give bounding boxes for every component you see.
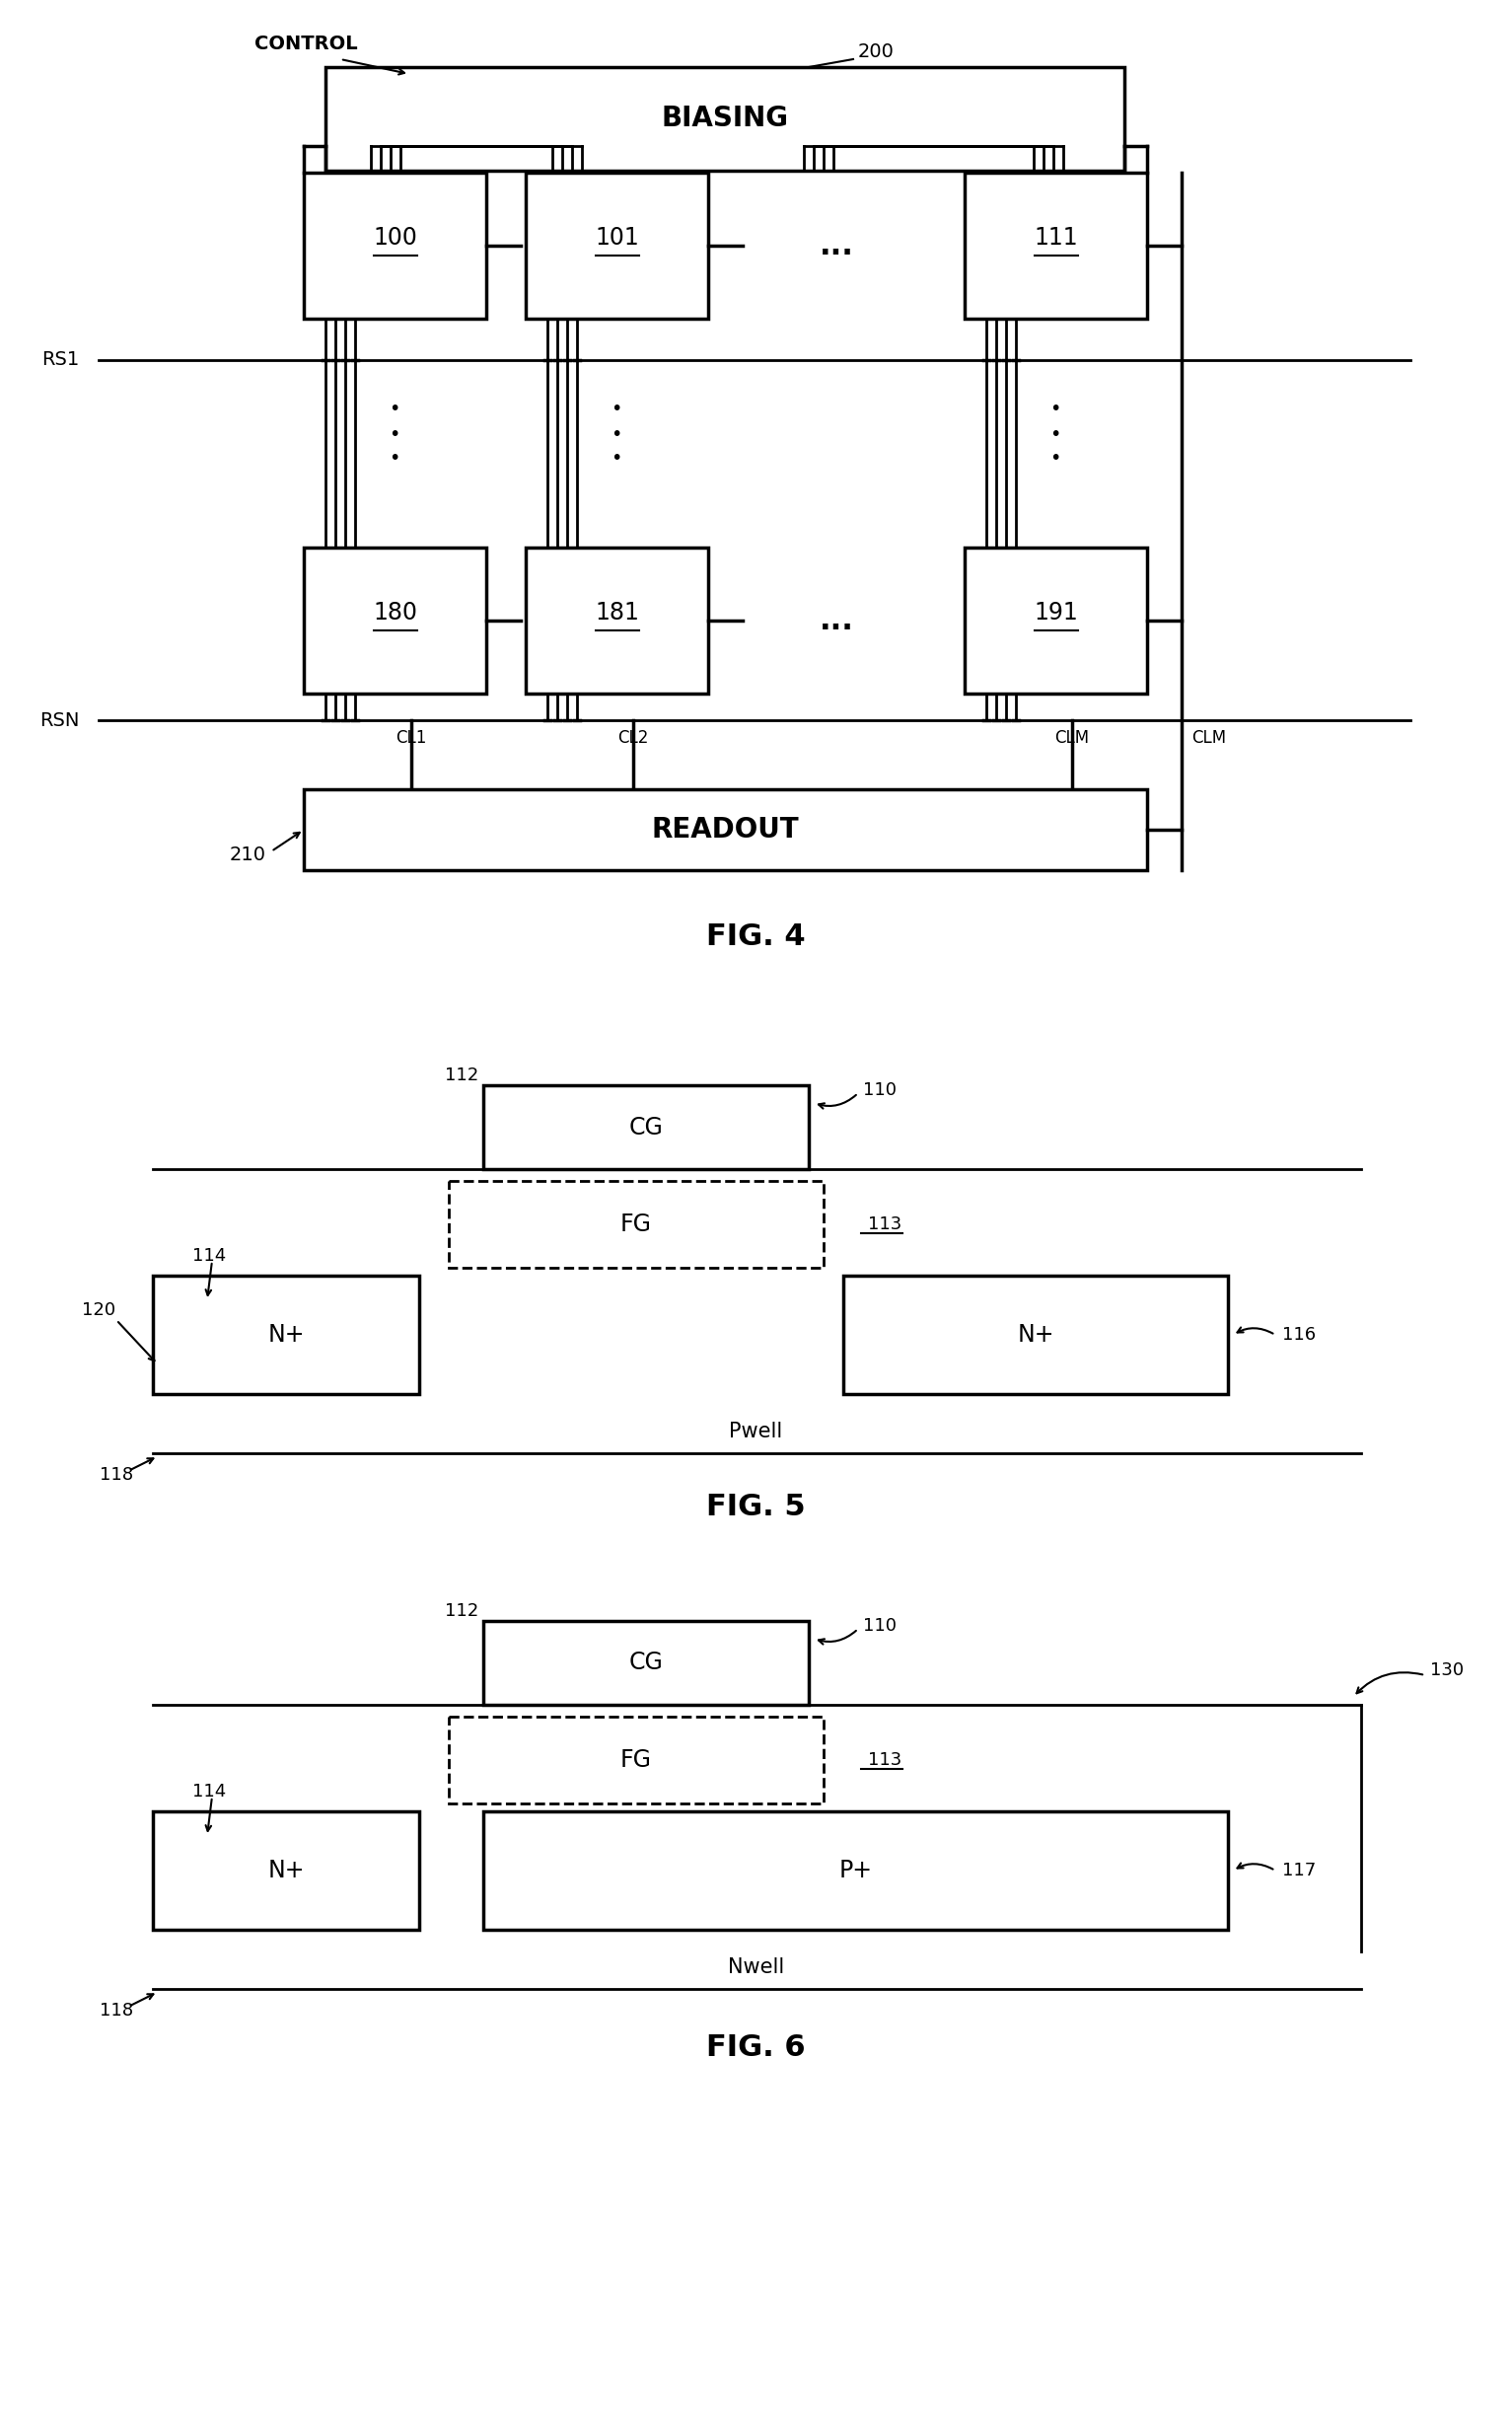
- Text: CG: CG: [629, 1116, 664, 1138]
- Text: •: •: [1049, 400, 1061, 420]
- Bar: [153, 1276, 419, 1395]
- Text: •: •: [389, 425, 401, 444]
- Text: 113: 113: [868, 1752, 901, 1769]
- Text: 181: 181: [594, 602, 640, 623]
- Text: 117: 117: [1282, 1861, 1315, 1880]
- Bar: [484, 1084, 809, 1169]
- Bar: [526, 172, 708, 318]
- Text: N+: N+: [268, 1322, 304, 1346]
- Bar: [965, 172, 1148, 318]
- Text: 130: 130: [1430, 1662, 1464, 1679]
- Text: •: •: [611, 425, 621, 444]
- Text: 118: 118: [100, 1465, 133, 1485]
- Text: FG: FG: [620, 1749, 652, 1771]
- Text: 114: 114: [192, 1247, 227, 1264]
- Bar: [484, 1621, 809, 1705]
- Text: 200: 200: [859, 41, 895, 61]
- Text: 210: 210: [230, 844, 266, 864]
- Bar: [526, 548, 708, 694]
- Text: ...: ...: [820, 606, 854, 636]
- Text: 114: 114: [192, 1783, 227, 1800]
- Text: •: •: [611, 400, 621, 420]
- Text: CL1: CL1: [396, 730, 426, 747]
- Text: 191: 191: [1034, 602, 1078, 623]
- Text: READOUT: READOUT: [652, 815, 800, 844]
- Text: RS1: RS1: [41, 352, 79, 369]
- Text: 100: 100: [373, 226, 417, 250]
- Text: 120: 120: [82, 1300, 115, 1320]
- Text: N+: N+: [268, 1858, 304, 1883]
- Text: FG: FG: [620, 1213, 652, 1237]
- Text: P+: P+: [839, 1858, 872, 1883]
- Text: FIG. 5: FIG. 5: [706, 1492, 806, 1521]
- Bar: [153, 1812, 419, 1929]
- Text: CONTROL: CONTROL: [254, 34, 357, 53]
- Text: •: •: [611, 449, 621, 468]
- Bar: [484, 1812, 1228, 1929]
- Bar: [325, 68, 1125, 170]
- Text: 112: 112: [445, 1601, 478, 1621]
- Text: 101: 101: [594, 226, 640, 250]
- Text: Nwell: Nwell: [727, 1958, 785, 1977]
- Text: •: •: [389, 400, 401, 420]
- Text: 118: 118: [100, 2001, 133, 2018]
- Text: 110: 110: [863, 1618, 897, 1635]
- Text: ...: ...: [820, 230, 854, 260]
- Text: CLM: CLM: [1055, 730, 1090, 747]
- Bar: [965, 548, 1148, 694]
- Text: RSN: RSN: [39, 711, 79, 730]
- Bar: [449, 1181, 824, 1269]
- Text: 111: 111: [1034, 226, 1078, 250]
- Bar: [304, 548, 487, 694]
- Text: N+: N+: [1018, 1322, 1054, 1346]
- Text: 180: 180: [373, 602, 417, 623]
- Text: 116: 116: [1282, 1327, 1315, 1344]
- Text: CL2: CL2: [618, 730, 649, 747]
- Bar: [304, 172, 487, 318]
- Text: •: •: [389, 449, 401, 468]
- Bar: [449, 1718, 824, 1803]
- Text: •: •: [1049, 449, 1061, 468]
- Text: •: •: [1049, 425, 1061, 444]
- Text: CLM: CLM: [1191, 730, 1226, 747]
- Text: CG: CG: [629, 1652, 664, 1674]
- Text: 112: 112: [445, 1067, 478, 1084]
- Text: FIG. 4: FIG. 4: [706, 922, 806, 951]
- Bar: [304, 788, 1148, 871]
- Text: 110: 110: [863, 1082, 897, 1099]
- Text: BIASING: BIASING: [661, 104, 789, 133]
- Text: 113: 113: [868, 1215, 901, 1232]
- Bar: [844, 1276, 1228, 1395]
- Text: FIG. 6: FIG. 6: [706, 2033, 806, 2062]
- Text: Pwell: Pwell: [729, 1422, 783, 1441]
